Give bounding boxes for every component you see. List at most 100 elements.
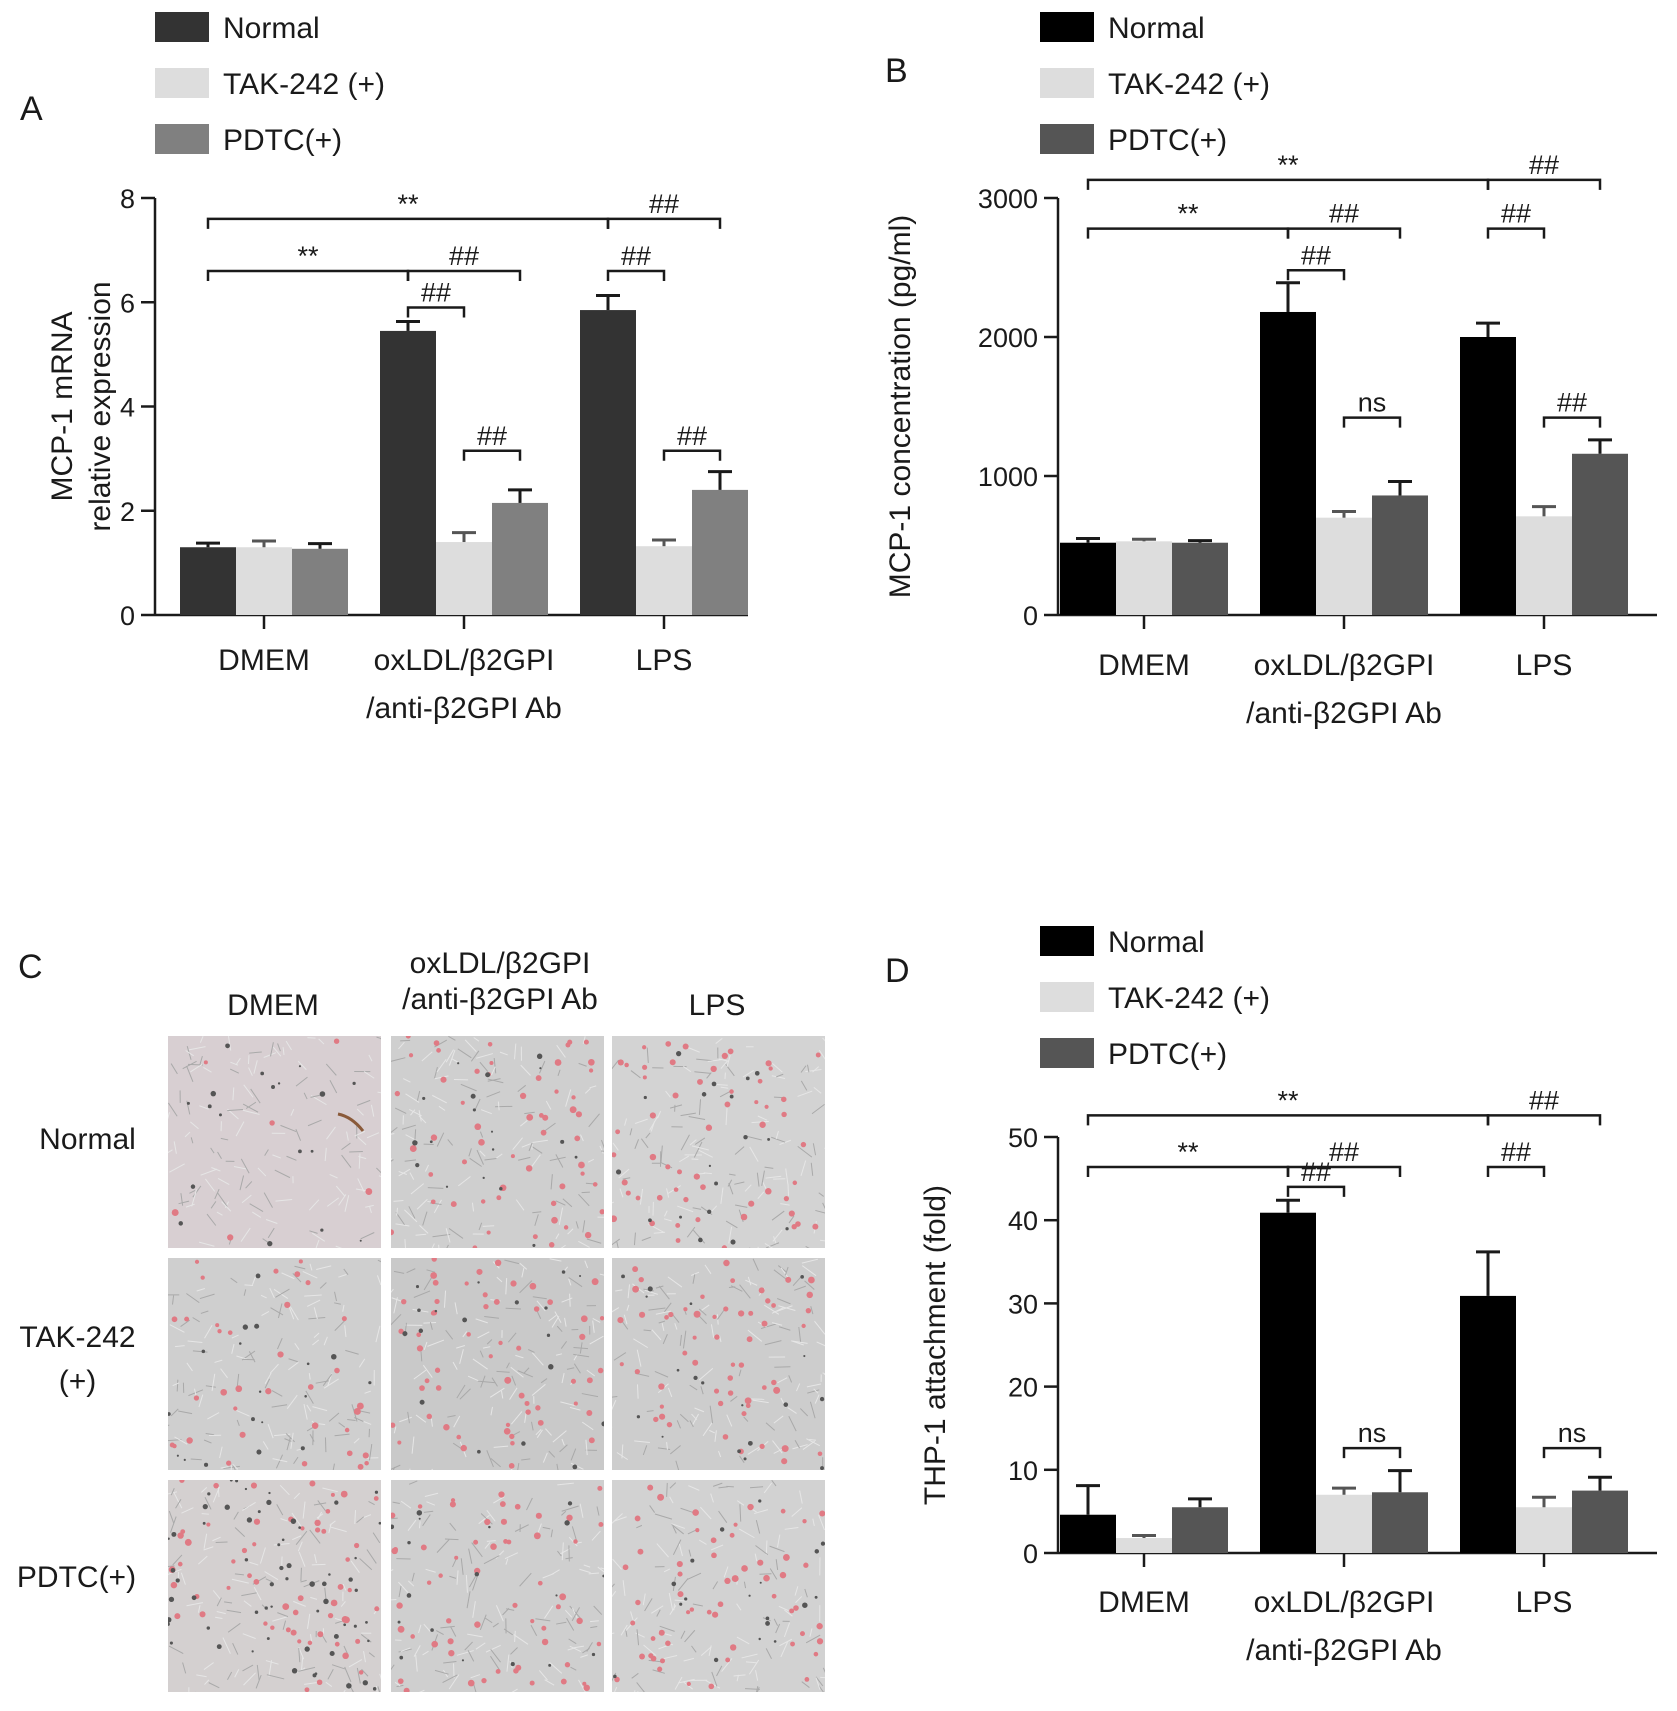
y-tick-label: 30 [1008,1289,1038,1319]
bracket-line [208,271,408,281]
legend-swatch [1040,926,1094,956]
bracket-line [208,219,608,229]
bracket-line [1088,1115,1488,1125]
legend-swatch [1040,68,1094,98]
y-tick-label: 0 [1023,601,1038,631]
significance-label: ** [397,189,419,219]
y-tick-label: 20 [1008,1373,1038,1403]
x-tick-label: oxLDL/β2GPI/anti-β2GPI Ab [366,644,562,725]
micrograph-image [612,1480,825,1692]
x-tick-label: DMEM [218,644,310,677]
micrograph-image [391,1480,604,1692]
significance-bracket: ** [208,241,408,281]
significance-label: ** [1177,1137,1199,1167]
bracket-line [408,307,464,317]
legend-swatch [1040,982,1094,1012]
significance-label: ## [1501,1137,1531,1167]
y-tick-label: 2 [120,497,135,527]
legend-label: TAK-242 (+) [1108,68,1270,101]
significance-label: ## [649,189,679,219]
row-label-pdtc: PDTC(+) [4,1558,149,1598]
significance-label: ** [297,241,319,271]
y-tick-label: 1000 [978,462,1038,492]
panel-letter-b: B [885,52,908,90]
significance-label: ## [1501,199,1531,229]
legend-swatch [155,68,209,98]
y-axis-label: THP-1 attachment (fold) [919,1185,952,1505]
significance-label: ns [1358,388,1387,418]
significance-bracket: ## [1488,150,1600,190]
y-tick-label: 0 [1023,1539,1038,1569]
bracket-line [1488,1167,1544,1177]
significance-label: ## [621,241,651,271]
y-tick-label: 10 [1008,1456,1038,1486]
bracket-line [1488,229,1544,239]
y-tick-label: 0 [120,601,135,631]
y-tick-label: 2000 [978,323,1038,353]
bar [1460,337,1516,615]
bar [1060,1515,1116,1553]
micrograph-image [168,1036,381,1248]
bracket-line [1344,1448,1400,1458]
row-label-tak242: TAK-242 (+) [10,1316,145,1404]
significance-bracket: ns [1344,388,1400,428]
bar [492,503,548,615]
legend-swatch [1040,124,1094,154]
significance-label: ## [1557,388,1587,418]
bracket-line [1288,270,1344,280]
significance-bracket: ## [1488,1137,1544,1177]
significance-bracket: ## [1288,240,1344,280]
legend-label: Normal [1108,926,1205,959]
bar [380,331,436,615]
bar [1372,1492,1428,1553]
significance-label: ## [1301,240,1331,270]
significance-bracket: ## [608,241,664,281]
significance-label: ## [1301,1157,1331,1187]
legend-swatch [1040,1038,1094,1068]
y-tick-label: 6 [120,288,135,318]
bar [1316,518,1372,615]
x-tick-label: LPS [1516,1586,1573,1619]
x-tick-label: LPS [1516,649,1573,682]
micrograph-image [612,1258,825,1470]
bracket-line [1344,418,1400,428]
significance-bracket: ** [1088,1137,1288,1177]
micrograph-image [391,1258,604,1470]
significance-label: ** [1277,150,1299,180]
micrograph-image [168,1480,381,1692]
x-tick-label: DMEM [1098,1586,1190,1619]
col-label-dmem: DMEM [168,988,378,1024]
bar [180,547,236,615]
legend-label: PDTC(+) [1108,124,1227,157]
significance-label: ns [1358,1418,1387,1448]
significance-bracket: ## [608,189,720,229]
panel-letter-a: A [20,90,43,128]
significance-label: ## [449,241,479,271]
y-tick-label: 4 [120,393,135,423]
col-label-lps: LPS [612,988,822,1024]
bracket-line [1544,418,1600,428]
significance-bracket: ## [464,421,520,461]
legend-label: TAK-242 (+) [1108,982,1270,1015]
significance-bracket: ** [1088,199,1288,239]
significance-bracket: ## [1488,199,1544,239]
bar [292,549,348,615]
legend-label: PDTC(+) [223,124,342,157]
significance-bracket: ## [408,277,464,317]
significance-bracket: ns [1344,1418,1400,1458]
micrograph-image [168,1258,381,1470]
y-tick-label: 50 [1008,1123,1038,1153]
significance-bracket: ## [1544,388,1600,428]
legend-label: Normal [1108,12,1205,45]
bracket-line [1288,1187,1344,1197]
bar [1372,495,1428,615]
bar [692,490,748,615]
bar [1316,1495,1372,1553]
significance-label: ## [421,277,451,307]
legend-swatch [155,124,209,154]
significance-label: ** [1277,1085,1299,1115]
y-tick-label: 8 [120,184,135,214]
bar [1516,516,1572,615]
